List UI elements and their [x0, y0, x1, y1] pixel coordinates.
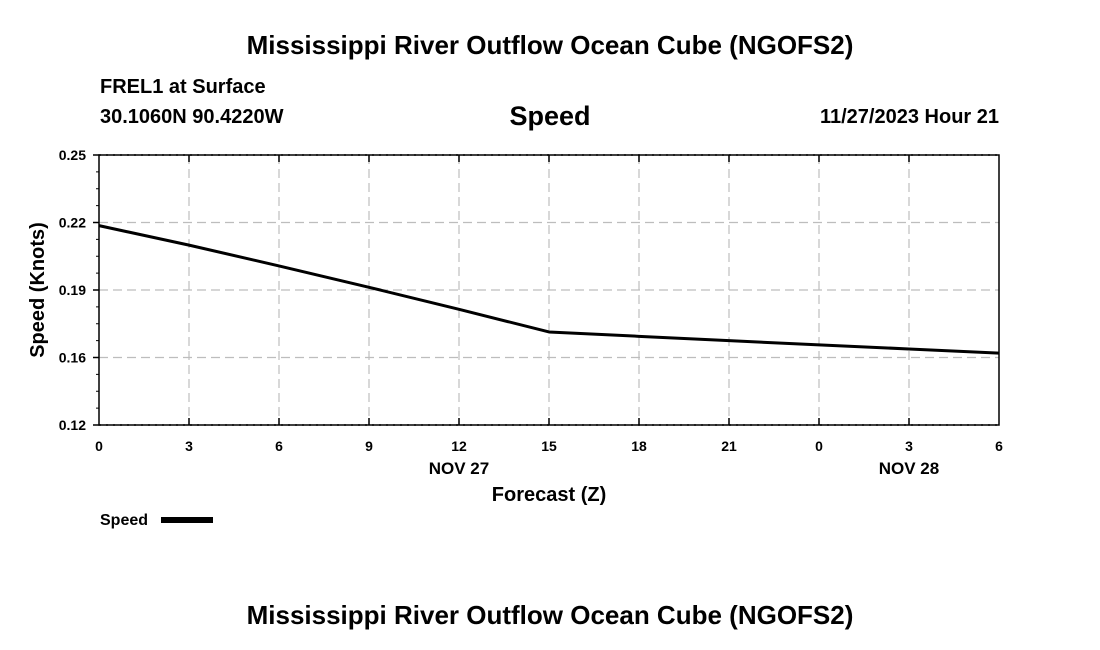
y-tick-label: 0.19 [59, 282, 86, 298]
x-tick-label: 18 [631, 438, 647, 454]
x-tick-label: 0 [815, 438, 823, 454]
x-tick-label: 15 [541, 438, 557, 454]
footer-title: Mississippi River Outflow Ocean Cube (NG… [246, 600, 854, 630]
chart-title: Mississippi River Outflow Ocean Cube (NG… [246, 30, 854, 60]
series-layer [98, 224, 1000, 355]
y-tick-label: 0.16 [59, 350, 86, 366]
y-tick-label: 0.12 [59, 417, 86, 433]
x-tick-label: 9 [365, 438, 373, 454]
station-label: FREL1 at Surface [100, 76, 266, 98]
x-tick-label: 12 [451, 438, 467, 454]
x-tick-label: 6 [275, 438, 283, 454]
x-axis-ticks: 0 3 6 9 12 15 18 21 0 3 6 [95, 438, 1003, 454]
y-tick-label: 0.22 [59, 215, 86, 231]
legend-label: Speed [100, 512, 148, 529]
x-tick-label: 3 [905, 438, 913, 454]
x-tick-label: 3 [185, 438, 193, 454]
y-axis-title: Speed (Knots) [27, 222, 49, 358]
y-axis-ticks: 0.25 0.22 0.19 0.16 0.12 [59, 147, 86, 433]
valid-time-label: 11/27/2023 Hour 21 [819, 106, 999, 128]
date-label: NOV 27 [429, 459, 489, 478]
variable-title: Speed [509, 101, 591, 131]
x-axis-title: Forecast (Z) [492, 484, 606, 506]
x-tick-label: 0 [95, 438, 103, 454]
axis-ticks [93, 154, 910, 426]
speed-series-line [98, 224, 1000, 355]
grid-lines [99, 154, 999, 426]
x-tick-label: 6 [995, 438, 1003, 454]
y-tick-label: 0.25 [59, 147, 86, 163]
x-tick-label: 21 [721, 438, 737, 454]
date-label: NOV 28 [879, 459, 939, 478]
date-labels: NOV 27 NOV 28 [429, 459, 939, 478]
coordinates-label: 30.1060N 90.4220W [100, 106, 284, 128]
legend: Speed [100, 512, 213, 529]
